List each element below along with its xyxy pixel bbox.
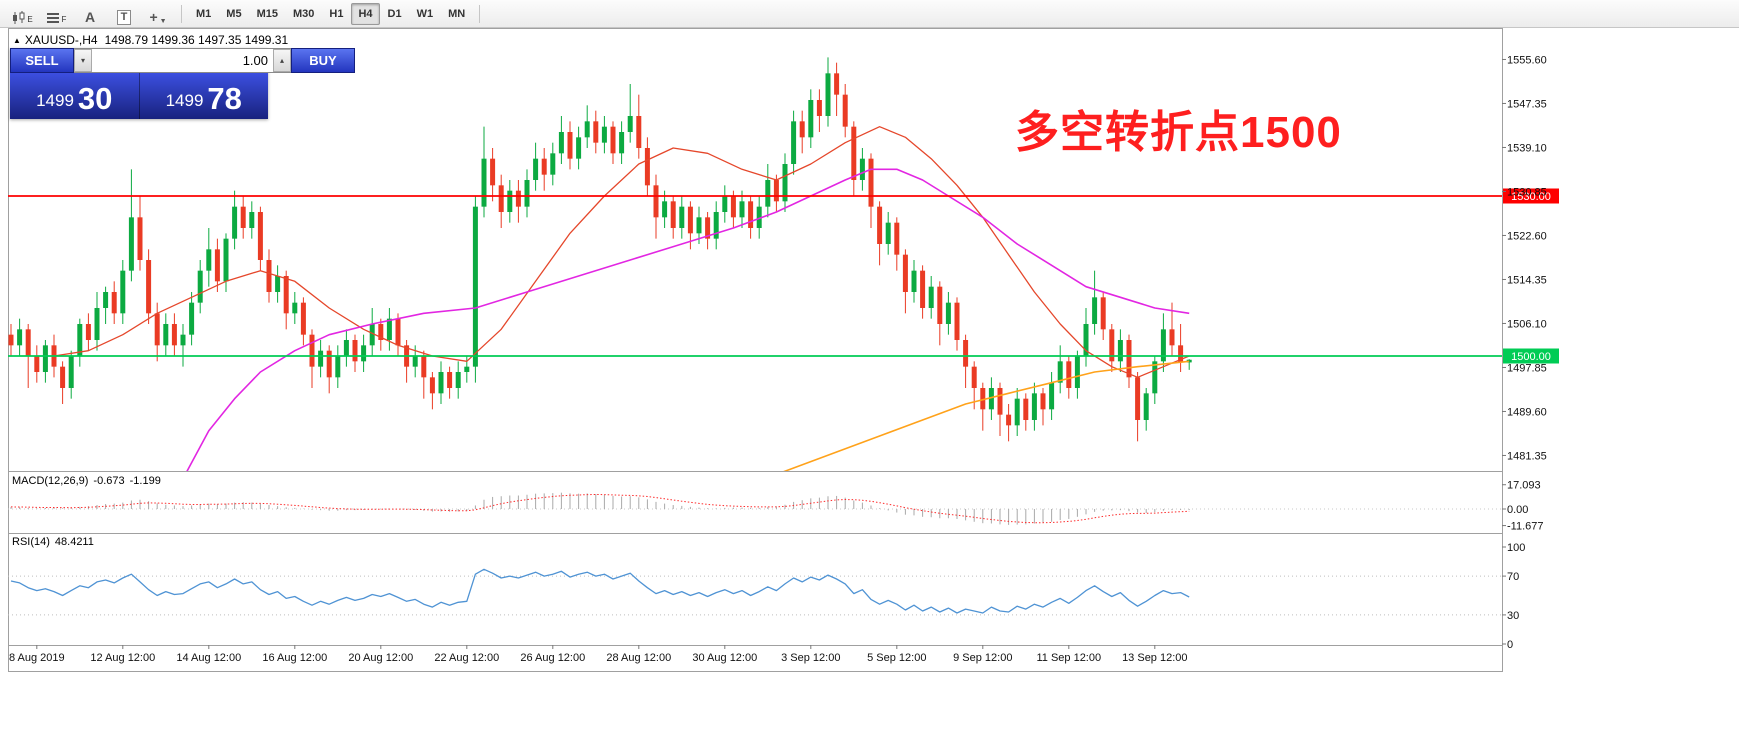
rsi-axis-label: 30 <box>1507 610 1519 622</box>
price-tick-label: 1555.60 <box>1507 54 1547 66</box>
time-tick-label: 26 Aug 12:00 <box>520 652 585 664</box>
time-tick-label: 9 Sep 12:00 <box>953 652 1012 664</box>
macd-panel-label: MACD(12,26,9) -0.673 -1.199 <box>12 475 161 487</box>
symbol-info: ▲ XAUUSD-,H4 1498.79 1499.36 1497.35 1499.… <box>13 33 288 47</box>
time-tick-label: 20 Aug 12:00 <box>348 652 413 664</box>
rsi-axis-label: 100 <box>1507 542 1525 554</box>
timeframe-h4[interactable]: H4 <box>351 2 380 25</box>
timeframe-m15[interactable]: M15 <box>256 7 278 20</box>
time-tick-label: 22 Aug 12:00 <box>434 652 499 664</box>
bid-price-frac: 30 <box>77 81 113 116</box>
bars-icon <box>46 11 61 25</box>
time-tick-label: 13 Sep 12:00 <box>1122 652 1187 664</box>
rsi-axis-label: 0 <box>1507 639 1513 651</box>
symbol-name: XAUUSD-,H4 <box>24 33 98 47</box>
textbox-tool-button[interactable]: T <box>108 2 140 26</box>
time-tick-label: 8 Aug 2019 <box>9 652 65 664</box>
price-tick-label: 1506.10 <box>1507 318 1547 330</box>
bid-price[interactable]: 1499 30 <box>10 73 139 119</box>
bid-price-int: 1499 <box>36 91 74 110</box>
sell-button[interactable]: SELL <box>10 48 74 73</box>
time-tick-label: 16 Aug 12:00 <box>262 652 327 664</box>
main-toolbar: E F A T + ▼ M1 M5 M15 M30 H1 H4 D1 W1 MN <box>0 0 1739 28</box>
expand-icon: ▲ <box>13 36 21 45</box>
hline-price-tag <box>1503 348 1559 364</box>
timeframe-m30[interactable]: M30 <box>292 7 315 20</box>
rsi-value: 48.4211 <box>54 536 94 548</box>
price-tick-label: 1547.35 <box>1507 98 1547 110</box>
crosshair-icon: + <box>149 8 158 25</box>
candlestick-icon <box>11 10 26 25</box>
one-click-trading-panel: SELL ▾ ▴ BUY 1499 30 1499 78 <box>10 48 355 119</box>
time-tick-label: 12 Aug 12:00 <box>90 652 155 664</box>
timeframe-mn[interactable]: MN <box>448 7 466 20</box>
timeframe-w1[interactable]: W1 <box>416 7 434 20</box>
macd-axis-label: 17.093 <box>1507 480 1541 492</box>
text-t-icon: T <box>116 9 132 25</box>
time-tick-label: 28 Aug 12:00 <box>606 652 671 664</box>
chart-annotation: 多空转折点1500 <box>1015 108 1342 157</box>
time-tick-label: 11 Sep 12:00 <box>1036 652 1101 664</box>
time-axis <box>36 645 1156 649</box>
toolbar-separator <box>181 4 182 23</box>
svg-text:1530.00: 1530.00 <box>1511 191 1551 203</box>
lot-decrease-button[interactable]: ▾ <box>74 49 92 72</box>
rsi-line <box>10 568 1190 614</box>
text-tool-button[interactable]: A <box>74 2 106 26</box>
price-tick-label: 1539.10 <box>1507 142 1547 154</box>
macd-signal-value: -1.199 <box>129 475 161 487</box>
ma-fast-line <box>53 126 1190 378</box>
time-tick-label: 5 Sep 12:00 <box>867 652 926 664</box>
timeframe-h1[interactable]: H1 <box>329 7 344 20</box>
lot-size-box: ▾ ▴ <box>74 48 291 73</box>
macd-name: MACD(12,26,9) <box>12 475 89 487</box>
hline-price-tag <box>1503 188 1559 204</box>
toolbar-separator <box>479 4 481 23</box>
timeframe-d1[interactable]: D1 <box>387 7 402 20</box>
macd-signal-line <box>10 493 1190 524</box>
timeframe-m1[interactable]: M1 <box>196 7 212 20</box>
svg-text:1500.00: 1500.00 <box>1511 351 1551 363</box>
chart-border <box>8 28 1503 672</box>
price-tick-label: 1497.85 <box>1507 362 1547 374</box>
chevron-down-icon: ▼ <box>159 17 167 25</box>
icon-f-label: F <box>61 14 67 24</box>
lot-size-input[interactable] <box>92 49 273 72</box>
ma-slow-line <box>783 360 1190 471</box>
ask-price-int: 1499 <box>165 91 204 110</box>
rsi-name: RSI(14) <box>12 536 50 548</box>
candles-layer[interactable] <box>8 57 1192 442</box>
lot-increase-button[interactable]: ▴ <box>273 49 291 72</box>
timeframe-group: M1 M5 M15 M30 H1 H4 D1 W1 MN <box>189 2 472 25</box>
price-tick-label: 1481.35 <box>1507 450 1547 462</box>
price-tick-label: 1530.85 <box>1507 186 1547 198</box>
macd-value: -0.673 <box>93 475 125 487</box>
price-tick-label: 1514.35 <box>1507 274 1547 286</box>
price-axis <box>1502 58 1506 456</box>
price-tick-label: 1489.60 <box>1507 406 1547 418</box>
time-tick-label: 14 Aug 12:00 <box>176 652 241 664</box>
rsi-axis-label: 70 <box>1507 571 1519 583</box>
price-tick-label: 1522.60 <box>1507 230 1547 242</box>
time-tick-label: 30 Aug 12:00 <box>692 652 757 664</box>
ma-mid-line <box>186 168 1190 471</box>
crosshair-tool-button[interactable]: + ▼ <box>142 2 174 26</box>
buy-button[interactable]: BUY <box>291 48 355 73</box>
macd-histogram <box>10 492 1190 525</box>
text-a-icon: A <box>84 8 96 25</box>
macd-axis-label: 0.00 <box>1507 504 1528 516</box>
indicator-f-button[interactable]: F <box>40 2 72 26</box>
icon-e-label: E <box>27 14 33 24</box>
indicator-e-button[interactable]: E <box>6 2 38 26</box>
rsi-panel-label: RSI(14) 48.4211 <box>12 536 94 548</box>
time-tick-label: 3 Sep 12:00 <box>781 652 840 664</box>
ohlc-values: 1498.79 1499.36 1497.35 1499.31 <box>104 33 289 47</box>
ask-price-frac: 78 <box>207 81 242 116</box>
ask-price[interactable]: 1499 78 <box>140 73 269 119</box>
macd-axis-label: -11.677 <box>1507 521 1544 533</box>
price-divider <box>138 73 140 119</box>
timeframe-m5[interactable]: M5 <box>226 7 242 20</box>
